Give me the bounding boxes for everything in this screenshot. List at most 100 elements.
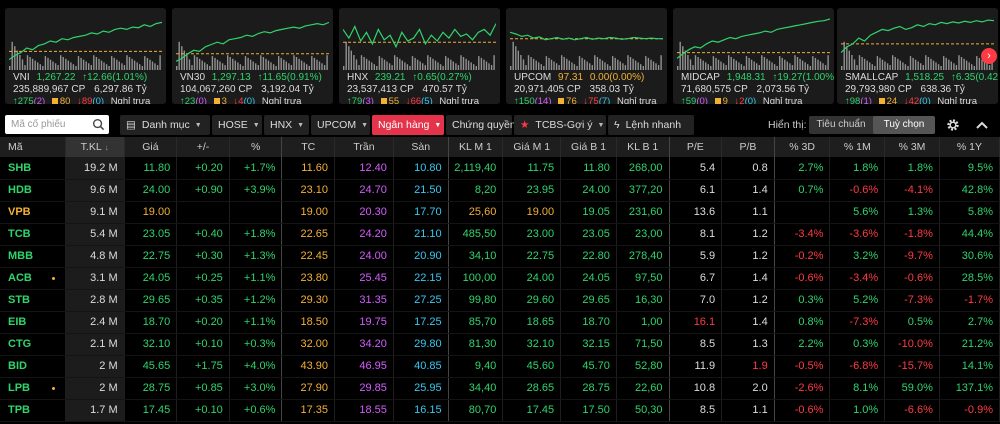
cell-: +0.35 [176, 289, 230, 312]
cell-tc: 23.10 [281, 179, 335, 202]
caret-down-icon: ▼ [434, 122, 442, 129]
table-row[interactable]: MBB 4.8 M 22.75 +0.30 +1.3% 22.45 24.00 20.90 34… [0, 245, 1000, 268]
column-header[interactable]: P/E [669, 137, 723, 157]
hnx-dropdown[interactable]: HNX ▼ [264, 115, 309, 135]
index-name: VNI [13, 72, 30, 83]
column-header[interactable]: P/B [721, 137, 775, 157]
index-card-smallcap[interactable]: SMALLCAP 1,518.25 ↑6.35(0.42%) 29,793,98… [837, 8, 998, 104]
cell-kl-m-1: 85,70 [448, 311, 504, 334]
index-breadth: ↑79(3) 55 ↓66(5) Nghỉ trưa [347, 96, 479, 104]
table-row[interactable]: BID 2 M 45.65 +1.75 +4.0% 43.90 46.95 40.85 9,40… [0, 355, 1000, 378]
column-header[interactable]: % 3M [884, 137, 940, 157]
portfolio-dropdown[interactable]: ▤ Danh mục ▼ [120, 115, 210, 135]
column-header[interactable]: % 1Y [939, 137, 1000, 157]
index-volume: 23,537,413 CP [347, 84, 414, 95]
table-row[interactable]: TPB 1.7 M 17.45 +0.10 +0.6% 17.35 18.55 16.15 80… [0, 399, 1000, 422]
column-header[interactable]: Sàn [393, 137, 449, 157]
column-header[interactable]: +/- [176, 137, 230, 157]
quick-order-button[interactable]: ϟ Lệnh nhanh [608, 115, 694, 135]
index-card-hnx[interactable]: HNX 239.21 ↑0.65(0.27%) 23,537,413 CP 47… [339, 8, 500, 104]
table-row[interactable]: STB 2.8 M 29.65 +0.35 +1.2% 29.30 31.35 27.25 99… [0, 289, 1000, 312]
cell-tr-n: 19.75 [334, 311, 394, 334]
ticker-symbol[interactable]: STB [0, 289, 66, 312]
ticker-symbol[interactable]: BID [0, 355, 66, 378]
gear-icon[interactable] [946, 118, 960, 132]
ceiling-count: (14) [534, 96, 552, 104]
index-card-upcom[interactable]: UPCOM 97.31 0.00(0.00%) 20,971,405 CP 35… [506, 8, 667, 104]
table-row[interactable]: CTG 2.1 M 32.10 +0.10 +0.3% 32.00 34.20 29.80 81… [0, 333, 1000, 356]
column-header[interactable]: Giá B 1 [560, 137, 617, 157]
view-custom-option[interactable]: Tuỳ chọn [873, 116, 935, 134]
column-header[interactable]: Giá [124, 137, 178, 157]
column-header[interactable]: TC [281, 137, 335, 157]
next-arrow-icon[interactable]: › [981, 48, 997, 64]
cell-3d: 0.3% [774, 289, 831, 312]
ticker-symbol[interactable]: MBB [0, 245, 66, 268]
cell-tr-n: 25.45 [334, 267, 394, 290]
column-header[interactable]: Giá M 1 [502, 137, 562, 157]
ticker-symbol[interactable]: EIB [0, 311, 66, 334]
cell-gi-b-1: 24.05 [560, 267, 617, 290]
hose-dropdown[interactable]: HOSE ▼ [212, 115, 262, 135]
ticker-symbol[interactable]: SHB [0, 157, 66, 180]
bank-dropdown[interactable]: Ngân hàng ▼ [372, 115, 444, 135]
view-toggle: Tiêu chuẩn Tuỳ chọn [809, 116, 935, 134]
column-header[interactable]: KL M 1 [448, 137, 504, 157]
column-header[interactable]: Trần [334, 137, 394, 157]
cell-p-b: 1.4 [721, 179, 775, 202]
table-row[interactable]: LPB 2 M 28.75 +0.85 +3.0% 27.90 29.85 25.95 34,4… [0, 377, 1000, 400]
ticker-symbol[interactable]: TPB [0, 399, 66, 422]
cell-s-n: 17.25 [393, 311, 449, 334]
upcom-dropdown[interactable]: UPCOM ▼ [311, 115, 370, 135]
table-row[interactable]: HDB 9.6 M 24.00 +0.90 +3.9% 23.10 24.70 21.50 8,… [0, 179, 1000, 202]
ticker-symbol[interactable]: ACB [0, 267, 66, 290]
table-row[interactable]: ACB 3.1 M 24.05 +0.25 +1.1% 23.80 25.45 22.15 10… [0, 267, 1000, 290]
table-row[interactable]: EIB 2.4 M 18.70 +0.20 +1.1% 18.50 19.75 17.25 85… [0, 311, 1000, 334]
cell-1m: -0.6% [829, 179, 886, 202]
index-card-midcap[interactable]: MIDCAP 1,948.31 ↑19.27(1.00%) 71,680,575… [673, 8, 834, 104]
tcbs-suggest-dropdown[interactable]: ★ TCBS-Gợi ý ▼ [514, 115, 606, 135]
ceiling-count: (0) [195, 96, 207, 104]
index-card-vni[interactable]: VNI 1,267.22 ↑12.66(1.01%) 235,889,967 C… [5, 8, 166, 104]
column-header[interactable]: KL B 1 [616, 137, 670, 157]
cell-kl-m-1: 99,80 [448, 289, 504, 312]
unchanged-square-icon [714, 98, 721, 104]
lightning-icon: ϟ [614, 119, 620, 131]
index-breadth: ↑150(14) 76 ↓75(7) Nghỉ trưa [514, 96, 657, 104]
ticker-symbol[interactable]: VPB [0, 201, 66, 224]
search-input[interactable] [5, 115, 89, 134]
ticker-symbol[interactable]: CTG [0, 333, 66, 356]
column-header[interactable]: % [229, 137, 283, 157]
cell-s-n: 20.90 [393, 245, 449, 268]
ticker-symbol[interactable]: HDB [0, 179, 66, 202]
table-row[interactable]: SHB 19.2 M 11.80 +0.20 +1.7% 11.60 12.40 10.80 2… [0, 157, 1000, 180]
warrants-button[interactable]: Chứng quyền [446, 115, 516, 135]
column-header[interactable]: % 1M [829, 137, 886, 157]
table-row[interactable]: TCB 5.4 M 23.05 +0.40 +1.8% 22.65 24.20 21.10 48… [0, 223, 1000, 246]
advancers-count: ↑275 [13, 96, 34, 104]
column-header[interactable]: T.KL ↓ [65, 137, 125, 157]
cell-: +0.40 [176, 223, 230, 246]
cell-tr-n: 18.55 [334, 399, 394, 422]
search-icon[interactable] [92, 118, 105, 131]
floor-count: (7) [598, 96, 611, 104]
chevron-up-icon[interactable] [975, 119, 989, 131]
cell-3d: -0.2% [774, 245, 831, 268]
index-volume: 104,067,260 CP [180, 84, 253, 95]
search-box[interactable] [5, 115, 109, 134]
ticker-symbol[interactable]: LPB [0, 377, 66, 400]
advancers-count: ↑59 [681, 96, 697, 104]
cell-3m: 59.0% [884, 377, 940, 400]
cell-tr-n: 34.20 [334, 333, 394, 356]
view-standard-option[interactable]: Tiêu chuẩn [816, 119, 866, 130]
index-value: 1,948.31 [726, 72, 766, 83]
column-header[interactable]: % 3D [774, 137, 831, 157]
table-row[interactable]: VPB 9.1 M 19.00 19.00 20.30 17.70 25,60 19.00 19… [0, 201, 1000, 224]
ticker-symbol[interactable]: TCB [0, 223, 66, 246]
cell-gi-b-1: 23.05 [560, 223, 617, 246]
index-volume-line: 29,793,980 CP 638.36 Tỷ [845, 84, 971, 95]
index-sparkline [510, 31, 663, 70]
column-header[interactable]: Mã [0, 137, 66, 157]
cell-gi-b-1: 19.05 [560, 201, 617, 224]
index-card-vn30[interactable]: VN30 1,297.13 ↑11.65(0.91%) 104,067,260 … [172, 8, 333, 104]
